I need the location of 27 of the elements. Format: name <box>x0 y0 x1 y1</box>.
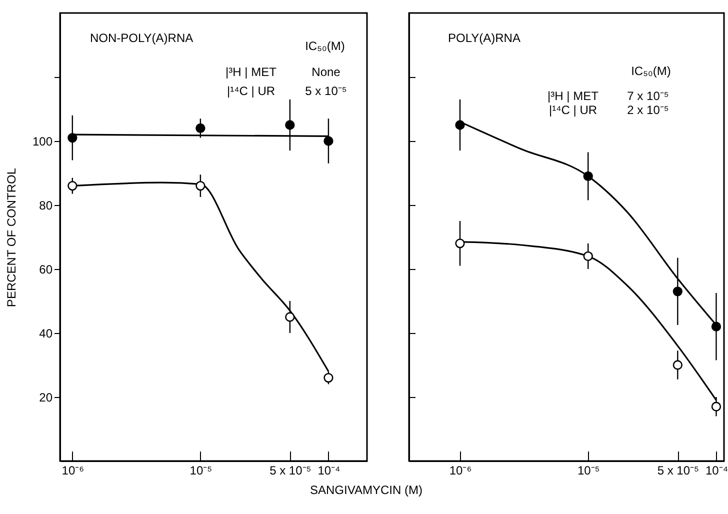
annotation: 7 x 10⁻⁵ <box>627 89 669 103</box>
annotation: 5 x 10⁻⁵ <box>305 84 347 98</box>
x-tick-label: 10⁻⁵ <box>577 464 600 478</box>
annotation: |¹⁴C | UR <box>548 103 598 117</box>
annotation: |³H | MET <box>226 65 278 79</box>
x-axis-title: SANGIVAMYCIN (M) <box>310 482 422 497</box>
y-tick-label: 80 <box>39 198 53 212</box>
x-tick-label: 5 x 10⁻⁵ <box>657 464 700 478</box>
y-tick-label: 40 <box>39 326 53 340</box>
y-tick-label: 20 <box>39 390 53 404</box>
x-tick-label: 10⁻⁵ <box>190 464 212 478</box>
annotation: None <box>312 65 341 79</box>
annotation: IC₅₀(M) <box>631 64 671 78</box>
y-axis-title: PERCENT OF CONTROL <box>4 168 18 308</box>
y-tick-label: 60 <box>39 262 53 276</box>
annotation: IC₅₀(M) <box>305 39 345 53</box>
text: NON-POLY(A)RNA <box>90 31 194 45</box>
annotation: |³H | MET <box>548 89 600 103</box>
x-tick-label: 5 x 10⁻⁵ <box>270 464 312 478</box>
x-tick-label: 10⁻⁶ <box>62 464 84 478</box>
annotation: |¹⁴C | UR <box>226 84 276 98</box>
text: POLY(A)RNA <box>448 31 520 45</box>
x-tick-label: 10⁻⁴ <box>318 464 340 478</box>
x-tick-label: 10⁻⁴ <box>705 464 728 478</box>
y-tick-label: 100 <box>32 134 53 148</box>
annotation: 2 x 10⁻⁵ <box>627 103 669 117</box>
x-tick-label: 10⁻⁶ <box>449 464 472 478</box>
